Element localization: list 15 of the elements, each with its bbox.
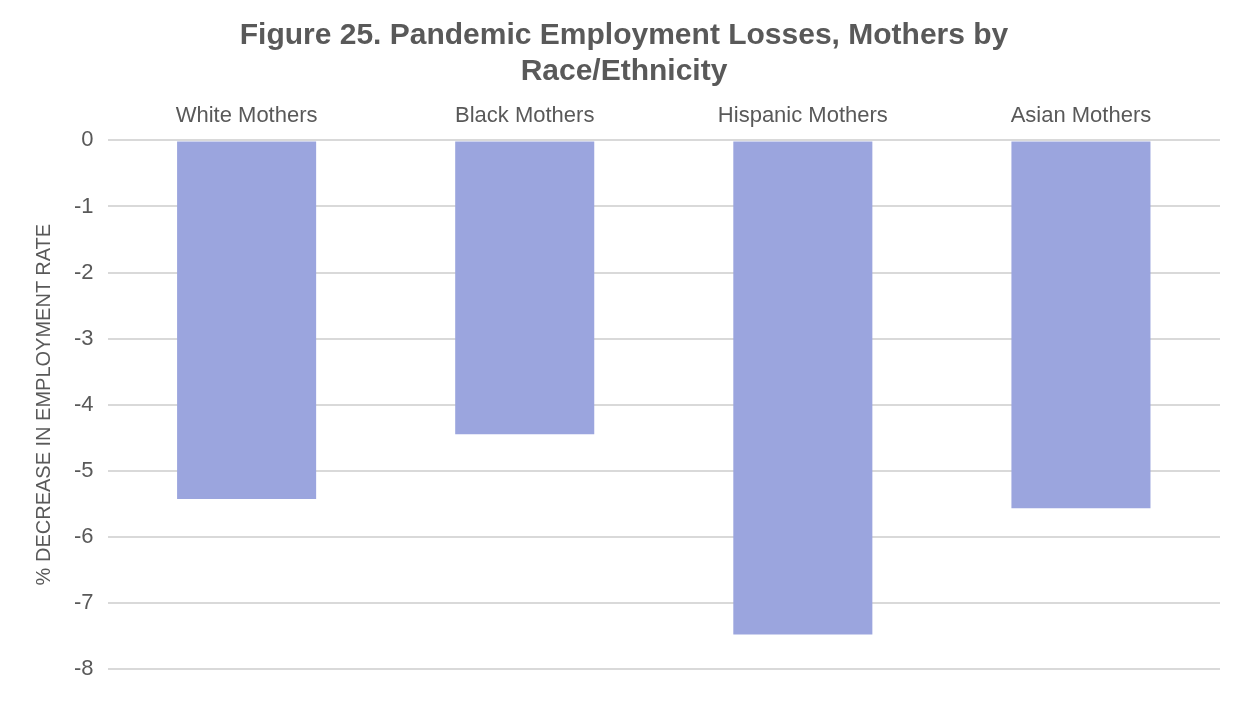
y-tick-label: -6 [74,522,94,548]
y-tick-label: -1 [74,192,94,218]
chart-title: Figure 25. Pandemic Employment Losses, Mothers by Race/Ethnicity [239,17,1009,87]
y-tick-label: -5 [74,456,94,482]
y-tick-label: -8 [74,654,94,680]
x-tick-label: Black Mothers [455,102,595,128]
y-tick-label: -4 [74,390,94,416]
x-tick-label: White Mothers [175,102,318,128]
y-tick-label: -2 [74,258,94,284]
x-tick-label: Hispanic Mothers [717,102,888,128]
y-axis-title: % DECREASE IN EMPLOYMENT RATE [31,223,54,586]
y-tick-label: -7 [74,588,94,614]
x-tick-label: Asian Mothers [1010,102,1152,128]
y-tick-label: 0 [81,126,94,152]
y-tick-label: -3 [74,324,94,350]
